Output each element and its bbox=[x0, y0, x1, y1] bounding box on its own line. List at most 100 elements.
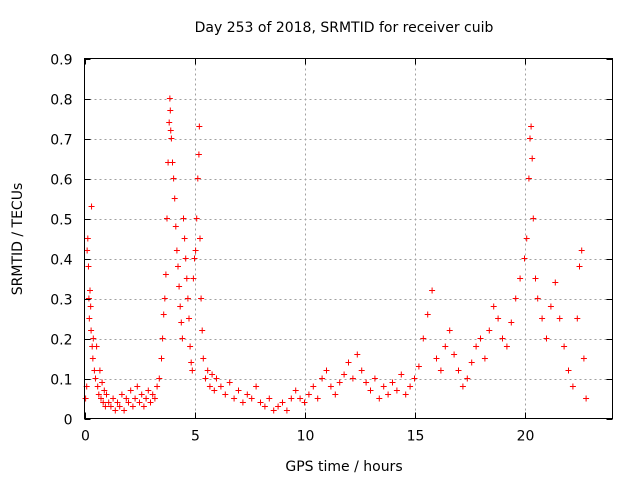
data-point bbox=[204, 367, 211, 374]
data-point bbox=[547, 303, 554, 310]
data-point bbox=[464, 375, 471, 382]
data-point bbox=[192, 247, 199, 254]
data-point bbox=[275, 403, 282, 410]
data-point bbox=[184, 295, 191, 302]
data-points bbox=[82, 95, 590, 414]
data-point bbox=[167, 127, 174, 134]
data-point bbox=[523, 235, 530, 242]
data-point bbox=[477, 335, 484, 342]
y-tick-label: 0.7 bbox=[50, 133, 72, 149]
y-tick-label: 0.8 bbox=[50, 93, 72, 109]
data-point bbox=[190, 275, 197, 282]
data-point bbox=[88, 327, 95, 334]
chart-title: Day 253 of 2018, SRMTID for receiver cui… bbox=[195, 20, 494, 36]
data-point bbox=[495, 315, 502, 322]
data-point bbox=[125, 399, 132, 406]
x-tick-label: 10 bbox=[297, 429, 315, 445]
data-point bbox=[580, 355, 587, 362]
data-point bbox=[437, 367, 444, 374]
data-point bbox=[578, 247, 585, 254]
data-point bbox=[93, 343, 100, 350]
y-tick-label: 0.9 bbox=[50, 53, 72, 69]
data-point bbox=[402, 391, 409, 398]
data-point bbox=[543, 335, 550, 342]
data-point bbox=[424, 311, 431, 318]
data-point bbox=[583, 395, 590, 402]
data-point bbox=[145, 387, 152, 394]
data-point bbox=[393, 387, 400, 394]
data-point bbox=[176, 283, 183, 290]
data-point bbox=[85, 263, 92, 270]
data-point bbox=[199, 327, 206, 334]
data-point bbox=[534, 295, 541, 302]
data-point bbox=[193, 215, 200, 222]
y-axis-ticks: 0 0.1 0.2 0.3 0.4 0.5 0.6 0.7 0.8 0.9 bbox=[50, 53, 613, 429]
data-point bbox=[244, 391, 251, 398]
data-point bbox=[189, 367, 196, 374]
data-point bbox=[239, 399, 246, 406]
data-point bbox=[283, 407, 290, 414]
data-point bbox=[183, 275, 190, 282]
data-point bbox=[261, 403, 268, 410]
data-point bbox=[266, 395, 273, 402]
x-axis-label: GPS time / hours bbox=[285, 459, 402, 475]
data-point bbox=[143, 395, 150, 402]
data-point bbox=[552, 279, 559, 286]
data-point bbox=[539, 315, 546, 322]
data-point bbox=[191, 255, 198, 262]
data-point bbox=[179, 335, 186, 342]
data-point bbox=[112, 407, 119, 414]
data-point bbox=[336, 379, 343, 386]
data-point bbox=[134, 383, 141, 390]
data-point bbox=[319, 375, 326, 382]
data-point bbox=[99, 379, 106, 386]
data-point bbox=[202, 375, 209, 382]
y-tick-label: 0.2 bbox=[50, 333, 72, 349]
data-point bbox=[200, 355, 207, 362]
data-point bbox=[182, 255, 189, 262]
data-point bbox=[380, 383, 387, 390]
data-point bbox=[222, 391, 229, 398]
data-point bbox=[102, 403, 109, 410]
data-point bbox=[503, 343, 510, 350]
data-point bbox=[110, 395, 117, 402]
data-point bbox=[468, 359, 475, 366]
data-point bbox=[172, 223, 179, 230]
data-point bbox=[288, 395, 295, 402]
data-point bbox=[197, 235, 203, 242]
data-point bbox=[161, 295, 168, 302]
data-point bbox=[116, 403, 123, 410]
data-point bbox=[521, 255, 528, 262]
data-point bbox=[248, 395, 255, 402]
data-point bbox=[87, 303, 94, 310]
data-point bbox=[103, 391, 110, 398]
data-point bbox=[310, 383, 317, 390]
data-point bbox=[94, 383, 101, 390]
data-point bbox=[556, 315, 563, 322]
data-point bbox=[354, 351, 361, 358]
data-point bbox=[123, 395, 130, 402]
data-point bbox=[529, 155, 536, 162]
data-point bbox=[314, 395, 321, 402]
data-point bbox=[209, 371, 216, 378]
data-point bbox=[92, 375, 99, 382]
data-point bbox=[253, 383, 260, 390]
data-point bbox=[151, 395, 158, 402]
y-axis-label: SRMTID / TECUs bbox=[10, 183, 26, 296]
data-point bbox=[345, 359, 352, 366]
data-point bbox=[166, 119, 173, 126]
data-point bbox=[198, 295, 205, 302]
data-point bbox=[95, 391, 102, 398]
data-point bbox=[173, 247, 180, 254]
data-point bbox=[147, 399, 154, 406]
plot-frame bbox=[84, 58, 613, 419]
data-point bbox=[376, 395, 383, 402]
data-point bbox=[490, 303, 497, 310]
data-point bbox=[528, 123, 535, 130]
data-point bbox=[96, 367, 103, 374]
data-point bbox=[486, 327, 493, 334]
data-point bbox=[129, 403, 136, 410]
data-point bbox=[140, 403, 147, 410]
data-point bbox=[367, 387, 374, 394]
